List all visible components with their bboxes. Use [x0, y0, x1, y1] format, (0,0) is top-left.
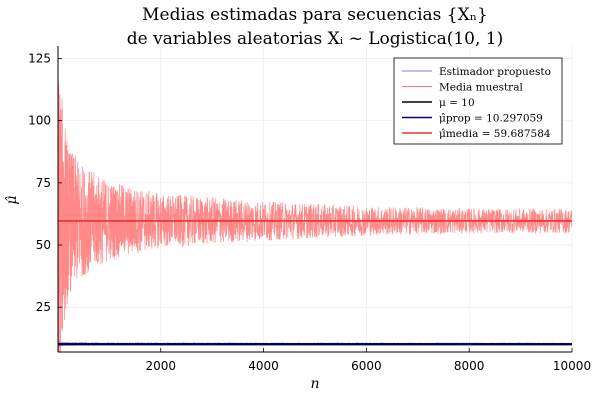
legend-box [393, 57, 563, 145]
plot-area [57, 81, 573, 353]
x-tick-label: 8000 [454, 359, 485, 373]
x-tick-label: 10000 [553, 359, 591, 373]
x-tick-label: 2000 [145, 359, 176, 373]
y-tick-label: 25 [36, 300, 51, 314]
y-tick-label: 75 [36, 176, 51, 190]
chart-title-line-2: de variables aleatorias Xᵢ ~ Logistica(1… [127, 29, 504, 49]
y-tick-label: 50 [36, 238, 51, 252]
x-axis-label: n [310, 376, 319, 392]
legend-entry: μ̂prop = 10.297059 [439, 113, 543, 125]
y-tick-label: 100 [28, 114, 51, 128]
legend: Estimador propuesto Media muestral μ = 10 μ… [393, 57, 563, 145]
y-tick-label: 125 [28, 51, 51, 65]
y-axis-label: μ̂ [4, 195, 20, 204]
x-tick-label: 6000 [351, 359, 382, 373]
axes [57, 46, 572, 353]
legend-entry: μ̂media = 59.687584 [439, 128, 551, 140]
x-tick-label: 4000 [248, 359, 279, 373]
legend-entry: μ = 10 [439, 97, 475, 109]
legend-entry: Media muestral [439, 82, 523, 94]
legend-entry: Estimador propuesto [439, 66, 551, 78]
ticks: 2000 4000 6000 8000 10000 25 50 75 100 125 [28, 51, 591, 373]
series-line [57, 81, 573, 353]
chart-title-line-1: Medias estimadas para secuencias {Xₙ} [142, 5, 488, 25]
